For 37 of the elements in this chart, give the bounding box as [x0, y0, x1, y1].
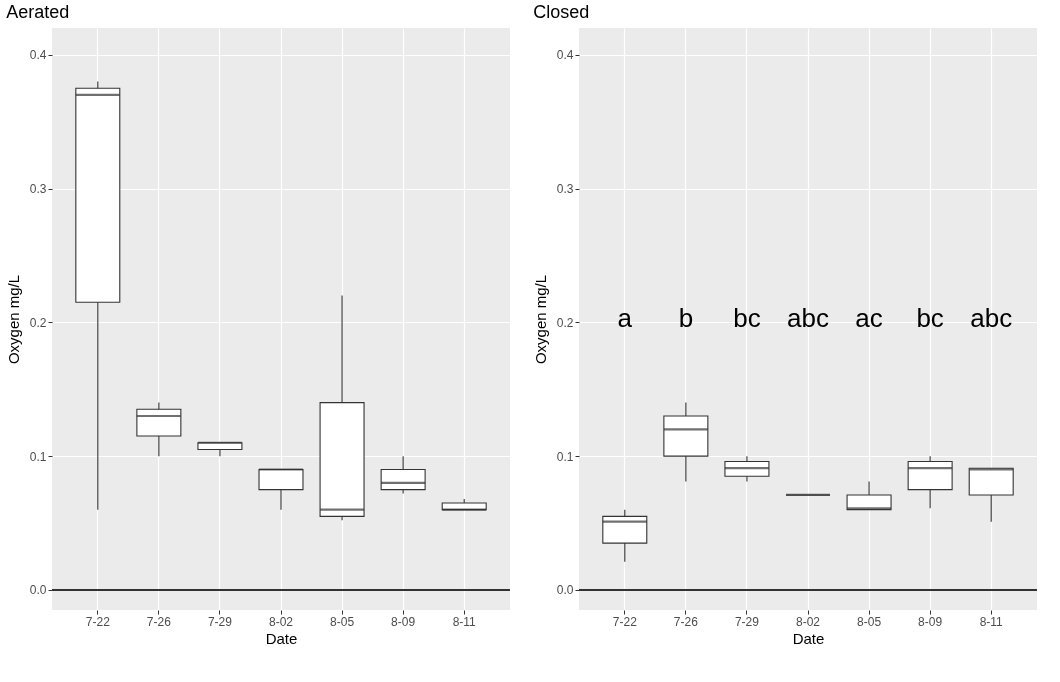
x-tick-label: 8-02 — [268, 614, 294, 629]
x-tick-label: 7-22 — [612, 614, 638, 629]
x-tick-label: 7-22 — [85, 614, 111, 629]
chart-title: Aerated — [6, 2, 70, 22]
y-tick-label: 0.0 — [29, 583, 47, 598]
y-tick-label: 0.2 — [556, 315, 574, 330]
x-tick-label: 8-11 — [979, 614, 1004, 629]
x-tick-label: 8-05 — [857, 614, 882, 629]
annotation: ac — [855, 303, 883, 333]
y-axis-title: Oxygen mg/L — [4, 274, 22, 365]
chart-title: Closed — [533, 2, 590, 22]
annotation: abc — [970, 303, 1013, 333]
y-axis-title: Oxygen mg/L — [531, 274, 549, 365]
y-tick-label: 0.1 — [556, 449, 574, 464]
x-axis-title: Date — [792, 629, 825, 647]
x-tick-label: 7-29 — [207, 614, 233, 629]
y-tick-label: 0.4 — [556, 48, 574, 63]
y-tick-label: 0.4 — [29, 48, 47, 63]
y-tick-label: 0.3 — [29, 182, 47, 197]
y-tick-label: 0.2 — [29, 315, 47, 330]
x-tick-label: 8-09 — [391, 614, 416, 629]
x-tick-label: 8-05 — [330, 614, 355, 629]
annotation: bc — [733, 303, 761, 333]
x-tick-label: 7-26 — [146, 614, 172, 629]
annotation: abc — [787, 303, 829, 333]
y-tick-label: 0.1 — [29, 449, 47, 464]
x-tick-label: 8-09 — [918, 614, 943, 629]
x-axis-title: Date — [265, 629, 298, 647]
x-tick-label: 8-11 — [452, 614, 477, 629]
annotation: b — [678, 303, 694, 333]
x-tick-label: 7-26 — [673, 614, 699, 629]
y-tick-label: 0.3 — [556, 182, 574, 197]
x-tick-label: 8-02 — [795, 614, 821, 629]
annotation: a — [617, 303, 633, 333]
y-tick-label: 0.0 — [556, 583, 574, 598]
x-tick-label: 7-29 — [734, 614, 760, 629]
annotation: bc — [916, 303, 944, 333]
